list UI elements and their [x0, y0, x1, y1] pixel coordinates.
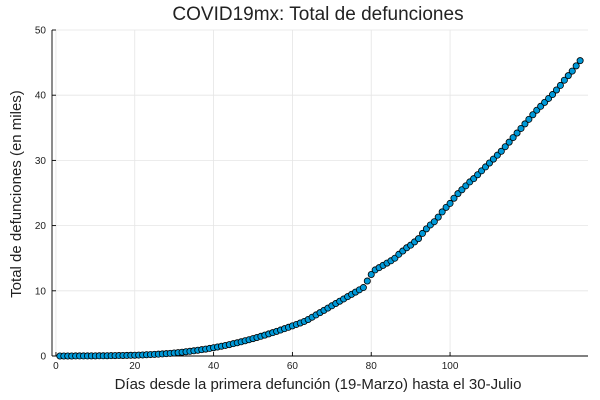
data-point — [525, 115, 533, 123]
data-point — [556, 81, 564, 89]
data-point — [363, 277, 371, 285]
y-tick-label: 50 — [35, 26, 47, 37]
x-axis-label: Días desde la primera defunción (19-Marz… — [115, 376, 522, 393]
data-point — [430, 218, 438, 226]
data-point — [552, 86, 560, 94]
x-tick-label: 20 — [129, 361, 141, 372]
data-point — [415, 235, 423, 243]
data-point — [560, 76, 568, 84]
tick-labels: 0 20 40 60 80 100 0 10 20 30 40 50 — [35, 26, 459, 373]
data-point — [497, 147, 505, 155]
axes — [51, 30, 588, 357]
data-point — [446, 199, 454, 207]
data-point — [418, 229, 426, 237]
data-point — [572, 62, 580, 70]
data-point — [564, 72, 572, 80]
data-point — [450, 194, 458, 202]
data-point — [505, 138, 513, 146]
data-point — [517, 124, 525, 132]
y-axis-label: Total de defunciones (en miles) — [8, 90, 25, 298]
data-point — [521, 120, 529, 128]
chart-title: COVID19mx: Total de defunciones — [172, 4, 463, 25]
data-point — [576, 57, 584, 65]
data-point — [529, 111, 537, 119]
y-tick-label: 0 — [40, 352, 46, 363]
data-point — [438, 208, 446, 216]
data-point — [359, 284, 367, 292]
data-point — [513, 129, 521, 137]
x-tick-label: 60 — [287, 361, 299, 372]
y-tick-label: 30 — [35, 156, 47, 167]
data-point — [509, 134, 517, 142]
x-tick-label: 100 — [442, 361, 459, 372]
x-tick-label: 80 — [366, 361, 378, 372]
data-point — [549, 91, 557, 99]
data-point — [568, 67, 576, 75]
y-tick-label: 10 — [35, 286, 47, 297]
x-tick-label: 0 — [53, 361, 59, 372]
data-point — [434, 213, 442, 221]
grid-lines — [52, 29, 588, 357]
y-tick-label: 20 — [35, 221, 47, 232]
data-points — [56, 57, 584, 360]
data-point — [367, 270, 375, 278]
data-point — [501, 143, 509, 151]
y-tick-label: 40 — [35, 91, 47, 102]
x-tick-label: 40 — [208, 361, 220, 372]
